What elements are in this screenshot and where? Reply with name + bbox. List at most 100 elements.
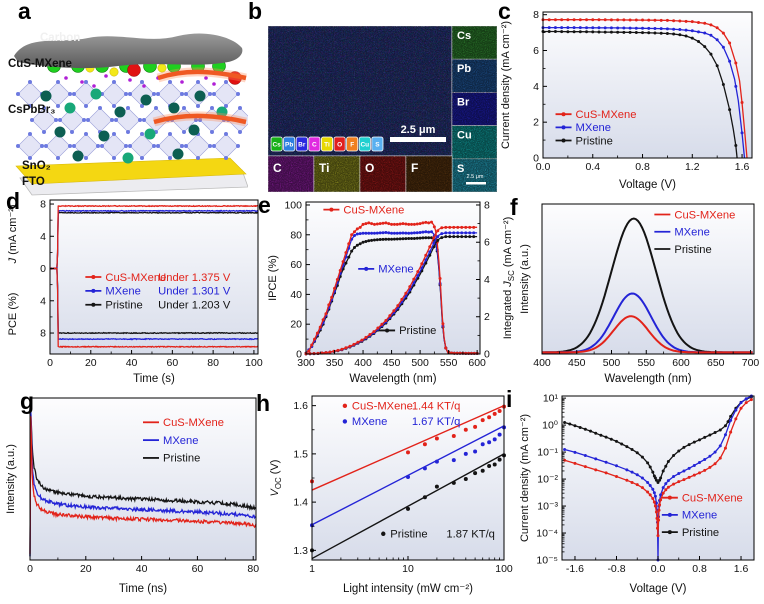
svg-text:Cu: Cu — [457, 130, 472, 142]
svg-text:100: 100 — [495, 563, 513, 575]
svg-text:40: 40 — [126, 357, 138, 369]
layer-label-cspbbr3: CsPbBr₃ — [8, 104, 56, 116]
svg-text:1.2: 1.2 — [685, 161, 700, 173]
svg-text:60: 60 — [167, 357, 179, 369]
scale-bar: 2.5 μm — [390, 124, 446, 142]
svg-text:1.4: 1.4 — [293, 497, 308, 509]
svg-text:1.87 KT/q: 1.87 KT/q — [446, 529, 495, 541]
svg-text:8: 8 — [533, 9, 539, 21]
svg-text:S: S — [375, 142, 380, 149]
series-pristine — [541, 30, 738, 159]
svg-text:4: 4 — [40, 231, 46, 243]
svg-text:400: 400 — [533, 357, 551, 369]
svg-text:Time (ns): Time (ns) — [119, 583, 167, 595]
carbon-electrode — [14, 33, 243, 69]
panel-label-b: b — [248, 0, 263, 24]
svg-text:40: 40 — [136, 563, 148, 575]
svg-text:10⁻⁴: 10⁻⁴ — [536, 528, 558, 540]
svg-text:Br: Br — [457, 96, 470, 108]
device-schematic-art — [14, 33, 254, 196]
svg-text:0.0: 0.0 — [651, 563, 666, 575]
legend-item-pristine: Pristine — [379, 325, 436, 337]
svg-text:J (mA cm⁻²): J (mA cm⁻²) — [7, 204, 19, 264]
svg-text:F: F — [411, 161, 418, 175]
svg-text:0: 0 — [484, 349, 490, 361]
legend-item-pristine: Pristine 1.87 KT/q — [381, 529, 495, 541]
legend-item-mxene: MXene Under 1.301 V — [85, 286, 231, 298]
svg-text:10¹: 10¹ — [543, 393, 559, 405]
panel-h-voc-light-intensity-chart: 1 10 100 1.3 1.4 1.5 1.6 Light intensity (mW cm… — [269, 395, 513, 595]
svg-text:PCE (%): PCE (%) — [7, 293, 19, 336]
svg-text:450: 450 — [568, 357, 586, 369]
series-cus-mxene — [541, 18, 748, 159]
svg-text:S: S — [457, 163, 464, 175]
svg-text:Current density (mA cm⁻²): Current density (mA cm⁻²) — [500, 21, 512, 149]
svg-text:0: 0 — [533, 153, 539, 165]
panel-label-h: h — [256, 390, 271, 416]
svg-text:1: 1 — [309, 563, 315, 575]
svg-text:Intensity (a.u.): Intensity (a.u.) — [519, 244, 531, 314]
layer-label-cus-mxene: CuS-MXene — [8, 58, 72, 70]
svg-text:Under 1.301 V: Under 1.301 V — [158, 286, 231, 298]
series-pristine-j — [49, 211, 259, 270]
svg-text:O: O — [365, 161, 374, 175]
svg-text:Time (s): Time (s) — [133, 373, 175, 385]
legend-item-cus-mxene: CuS-MXene — [654, 209, 735, 221]
svg-text:Current density (mA cm⁻²): Current density (mA cm⁻²) — [519, 414, 531, 542]
series-pristine-fit — [310, 453, 506, 560]
svg-text:Pristine: Pristine — [390, 529, 427, 541]
svg-text:350: 350 — [326, 357, 344, 369]
legend-item-pristine: Pristine Under 1.203 V — [85, 300, 231, 312]
legend-item-pristine: Pristine — [661, 527, 719, 539]
svg-text:10⁻¹: 10⁻¹ — [537, 447, 558, 459]
svg-text:600: 600 — [468, 357, 486, 369]
svg-text:IPCE (%): IPCE (%) — [267, 255, 279, 301]
eds-overlay-map — [268, 26, 453, 157]
svg-text:1.6: 1.6 — [293, 400, 308, 412]
legend-item-cus-mxene: CuS-MXene — [323, 204, 404, 216]
mxene-ribbons — [152, 67, 248, 127]
svg-text:4: 4 — [484, 274, 490, 286]
svg-text:Cu: Cu — [360, 142, 369, 149]
svg-text:6: 6 — [484, 237, 490, 249]
legend-item-pristine: Pristine — [654, 244, 712, 256]
panel-label-d: d — [6, 188, 21, 214]
svg-text:20: 20 — [80, 563, 92, 575]
svg-text:Pristine: Pristine — [105, 300, 142, 312]
svg-text:-0.8: -0.8 — [607, 563, 625, 575]
svg-text:10⁻³: 10⁻³ — [537, 501, 558, 513]
svg-text:20: 20 — [85, 357, 97, 369]
svg-text:2.5 μm: 2.5 μm — [467, 174, 484, 180]
legend-item-mxene: MXene — [555, 122, 611, 134]
panel-label-a: a — [18, 0, 31, 24]
svg-text:CuS-MXene: CuS-MXene — [163, 417, 224, 429]
svg-text:600: 600 — [672, 357, 690, 369]
scale-bar-small: 2.5 μm — [466, 174, 486, 185]
svg-text:Ti: Ti — [319, 161, 329, 175]
panel-f-pl-spectra-chart: 400 450 500 550 600 650 700 Wavelength (nm) Inte… — [519, 203, 759, 385]
svg-text:8: 8 — [40, 328, 46, 340]
series-cus-mxene — [29, 416, 257, 554]
svg-text:Under 1.375 V: Under 1.375 V — [158, 272, 231, 284]
svg-text:CuS-MXene: CuS-MXene — [576, 109, 637, 121]
svg-text:Pb: Pb — [285, 142, 293, 149]
svg-text:650: 650 — [707, 357, 725, 369]
svg-text:Pristine: Pristine — [674, 244, 711, 256]
svg-text:Br: Br — [298, 142, 306, 149]
legend-item-cus-mxene: CuS-MXene — [143, 417, 224, 429]
panel-i-dark-jv-chart: -1.6 -0.8 0.0 0.8 1.6 10¹ 10⁰ 10⁻¹ 10⁻² 10⁻³ 10⁻⁴ 1… — [519, 393, 755, 595]
svg-text:F: F — [350, 142, 354, 149]
svg-text:MXene: MXene — [352, 416, 387, 428]
svg-text:10⁻⁵: 10⁻⁵ — [536, 555, 558, 567]
svg-text:80: 80 — [290, 229, 302, 241]
layer-label-sno2: SnO₂ — [22, 160, 51, 172]
legend-item-pristine: Pristine — [555, 135, 613, 147]
axes-f: 400 450 500 550 600 650 700 Wavelength (nm) Inte… — [519, 244, 759, 385]
svg-text:1.3: 1.3 — [293, 545, 308, 557]
svg-text:Wavelength (nm): Wavelength (nm) — [349, 373, 436, 385]
legend-item-mxene: MXene — [143, 435, 198, 447]
svg-text:MXene: MXene — [105, 286, 140, 298]
